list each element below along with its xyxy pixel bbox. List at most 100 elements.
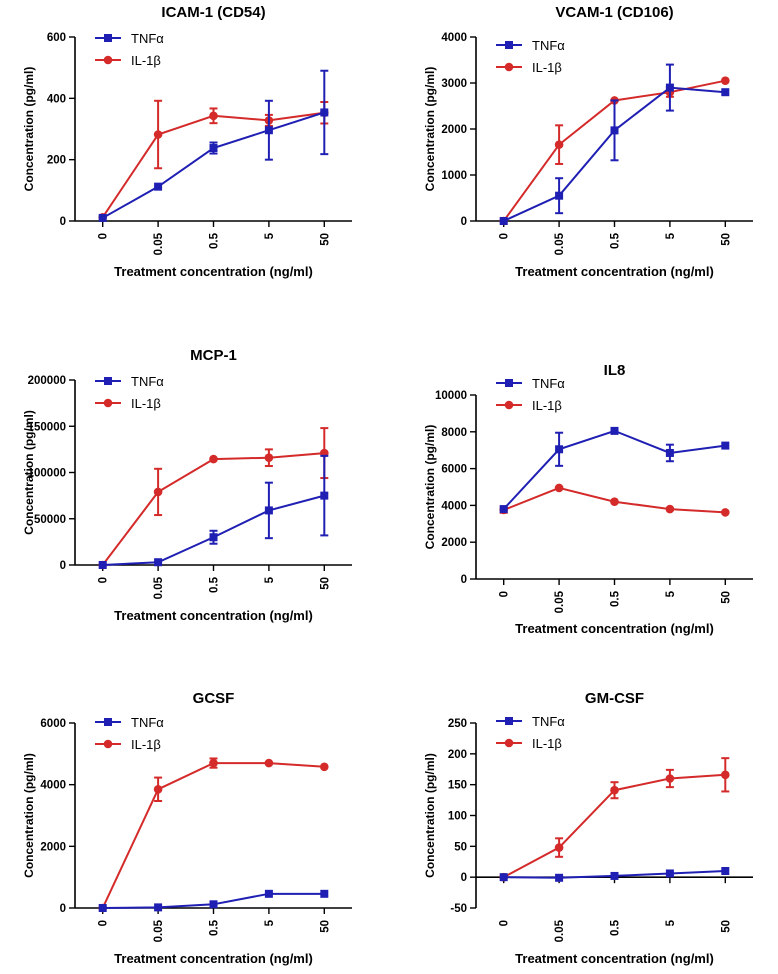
- data-point: [721, 770, 730, 780]
- x-tick-label: 50: [720, 233, 732, 246]
- legend-marker-circle: [504, 738, 514, 748]
- data-point: [153, 784, 163, 794]
- chart-gmcsf: GM-CSF -50 0 50 100 150 200 250 0 0.05 0.5 5 50 Treat…: [423, 690, 753, 966]
- x-tick-label: 0: [98, 233, 110, 239]
- chart-icam1: ICAM-1 (CD54) 0 200 400 600 0 0.05 0.5 5 50 Treatm…: [22, 4, 352, 279]
- y-tick-label: 0: [461, 574, 467, 586]
- y-tick-label: 2000: [40, 841, 66, 853]
- legend-marker-square: [104, 34, 112, 42]
- legend-marker-circle: [103, 739, 113, 749]
- data-point: [665, 83, 674, 92]
- x-tick-label: 50: [319, 577, 331, 590]
- legend: TNFα IL-1β: [496, 376, 565, 413]
- y-tick-label: 200: [47, 155, 66, 167]
- data-point: [209, 758, 218, 768]
- legend-label: IL-1β: [131, 396, 161, 411]
- legend-label: TNFα: [131, 715, 164, 730]
- y-axis-label: Concentration (pg/ml): [22, 410, 36, 535]
- x-axis-label: Treatment concentration (ng/ml): [114, 951, 313, 966]
- y-tick-label: 50000: [34, 514, 66, 526]
- chart-mcp1: MCP-1 0 50000 100000 150000 200000 0 0.05 0.5 5 50…: [22, 347, 352, 623]
- x-axis-label: Treatment concentration (ng/ml): [515, 621, 714, 636]
- y-tick-label: 50: [454, 841, 467, 853]
- x-tick-label: 5: [264, 919, 276, 926]
- chart-title: GCSF: [193, 690, 235, 707]
- legend-marker-square: [505, 41, 513, 49]
- data-point: [665, 504, 675, 514]
- series-IL1b: [499, 757, 730, 882]
- data-point: [554, 483, 564, 493]
- data-point: [610, 785, 619, 795]
- x-tick-label: 50: [720, 591, 732, 604]
- data-point: [320, 108, 329, 117]
- y-tick-label: 1000: [441, 170, 467, 182]
- legend-label: IL-1β: [131, 737, 161, 752]
- legend-label: IL-1β: [532, 736, 562, 751]
- data-point: [264, 453, 274, 463]
- x-tick-label: 0.5: [209, 919, 221, 936]
- y-tick-label: 0: [60, 903, 66, 915]
- chart-vcam1: VCAM-1 (CD106) 0 1000 2000 3000 4000 0 0.05 0.5 5…: [423, 4, 753, 279]
- data-point: [320, 889, 329, 898]
- data-point: [209, 111, 218, 121]
- chart-title: GM-CSF: [585, 690, 644, 707]
- y-tick-label: 10000: [435, 390, 467, 402]
- x-tick-label: 5: [264, 576, 276, 583]
- series-TNFa: [98, 889, 329, 912]
- series-line: [101, 452, 325, 566]
- chart-title: MCP-1: [190, 347, 237, 364]
- x-tick-label: 0.05: [153, 576, 165, 599]
- data-point: [320, 762, 329, 772]
- y-tick-label: 150: [448, 780, 467, 792]
- legend-label: TNFα: [532, 38, 565, 53]
- y-tick-label: 0: [461, 216, 467, 228]
- legend-label: IL-1β: [131, 53, 161, 68]
- y-axis-label: Concentration (pg/ml): [423, 67, 437, 192]
- y-tick-label: 6000: [40, 718, 66, 730]
- y-tick-label: 250: [448, 718, 467, 730]
- x-tick-label: 5: [264, 232, 276, 239]
- x-tick-label: 0: [499, 591, 511, 597]
- x-tick-label: 0: [499, 920, 511, 926]
- data-point: [721, 508, 730, 517]
- y-axis-label: Concentration (pg/ml): [423, 425, 437, 550]
- data-point: [98, 904, 107, 912]
- legend: TNFα IL-1β: [496, 38, 565, 75]
- legend-marker-circle: [504, 62, 514, 72]
- legend: TNFα IL-1β: [95, 715, 164, 752]
- series-IL1b: [499, 483, 730, 517]
- series-IL1b: [98, 757, 329, 913]
- x-axis-label: Treatment concentration (ng/ml): [114, 264, 313, 279]
- legend-label: TNFα: [131, 31, 164, 46]
- legend-label: IL-1β: [532, 398, 562, 413]
- y-tick-label: 0: [60, 560, 66, 572]
- data-point: [554, 140, 564, 149]
- x-tick-label: 0.5: [610, 590, 622, 607]
- series-IL1b: [98, 99, 329, 222]
- data-point: [153, 487, 163, 497]
- data-point: [153, 130, 163, 139]
- data-point: [610, 497, 619, 507]
- data-point: [264, 889, 273, 898]
- x-tick-label: 0.05: [554, 919, 566, 942]
- y-tick-label: 8000: [441, 427, 467, 439]
- data-point: [665, 448, 674, 457]
- series-TNFa: [499, 426, 730, 514]
- chart-il8: IL8 0 2000 4000 6000 8000 10000 0 0.05 0.5 5 50 Trea…: [423, 362, 753, 636]
- legend-label: TNFα: [532, 714, 565, 729]
- data-point: [154, 903, 163, 912]
- data-point: [610, 871, 619, 880]
- legend-marker-square: [104, 377, 112, 385]
- data-point: [320, 491, 329, 500]
- x-tick-label: 0.05: [554, 590, 566, 613]
- legend-label: TNFα: [532, 376, 565, 391]
- data-point: [98, 213, 107, 222]
- legend: TNFα IL-1β: [95, 374, 164, 411]
- data-point: [154, 182, 163, 191]
- y-tick-label: 6000: [441, 464, 467, 476]
- x-tick-label: 5: [665, 590, 677, 597]
- data-point: [209, 454, 218, 464]
- x-tick-label: 0: [98, 577, 110, 583]
- x-tick-label: 0.5: [209, 576, 221, 593]
- data-point: [154, 558, 163, 567]
